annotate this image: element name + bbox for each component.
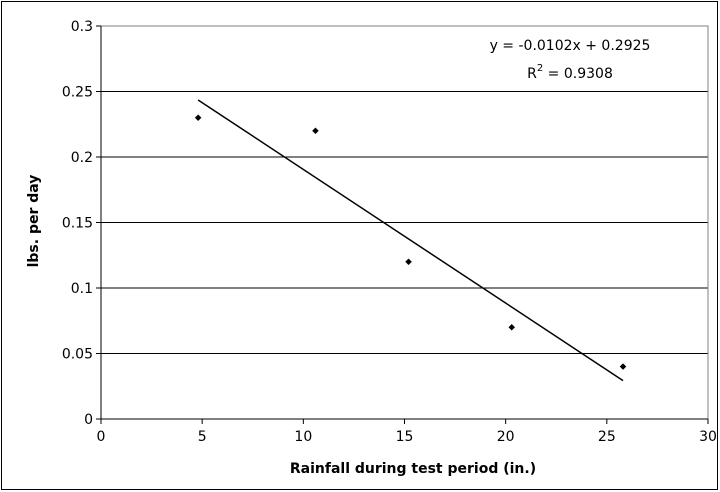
y-tick-label: 0.3 [71,19,93,35]
data-point [508,323,516,331]
data-points [194,114,627,370]
trendline-equation: y = -0.0102x + 0.2925 [490,38,651,54]
data-point [405,258,412,266]
trendline [197,99,624,382]
tick-labels: 0 0.05 0.1 0.15 0.2 0.25 0.3 0 5 10 15 20 25 30 [62,19,717,445]
x-tick-label: 20 [497,429,515,445]
data-point [194,114,202,122]
y-tick-label: 0.25 [62,85,93,101]
x-tick-label: 10 [294,429,312,445]
y-tick-label: 0.2 [71,150,93,166]
r-squared-value: = 0.9308 [543,66,613,82]
data-point [312,127,319,135]
data-point [619,363,627,370]
x-axis-title: Rainfall during test period (in.) [290,461,536,477]
y-tick-label: 0.1 [71,281,93,297]
x-tick-label: 5 [198,429,207,445]
x-tick-label: 0 [97,429,106,445]
gridlines [101,25,708,354]
y-tick-label: 0.15 [62,216,93,232]
r-squared-label: R2 = 0.9308 [527,63,613,82]
x-tick-label: 15 [396,429,414,445]
y-tick-label: 0 [84,412,93,428]
axes [96,25,709,424]
x-tick-label: 25 [598,429,616,445]
r-squared-superscript: 2 [537,63,543,74]
x-tick-label: 30 [699,429,717,445]
y-axis-title: lbs. per day [26,175,42,268]
r-squared-prefix: R [527,66,537,82]
y-tick-label: 0.05 [62,347,93,363]
